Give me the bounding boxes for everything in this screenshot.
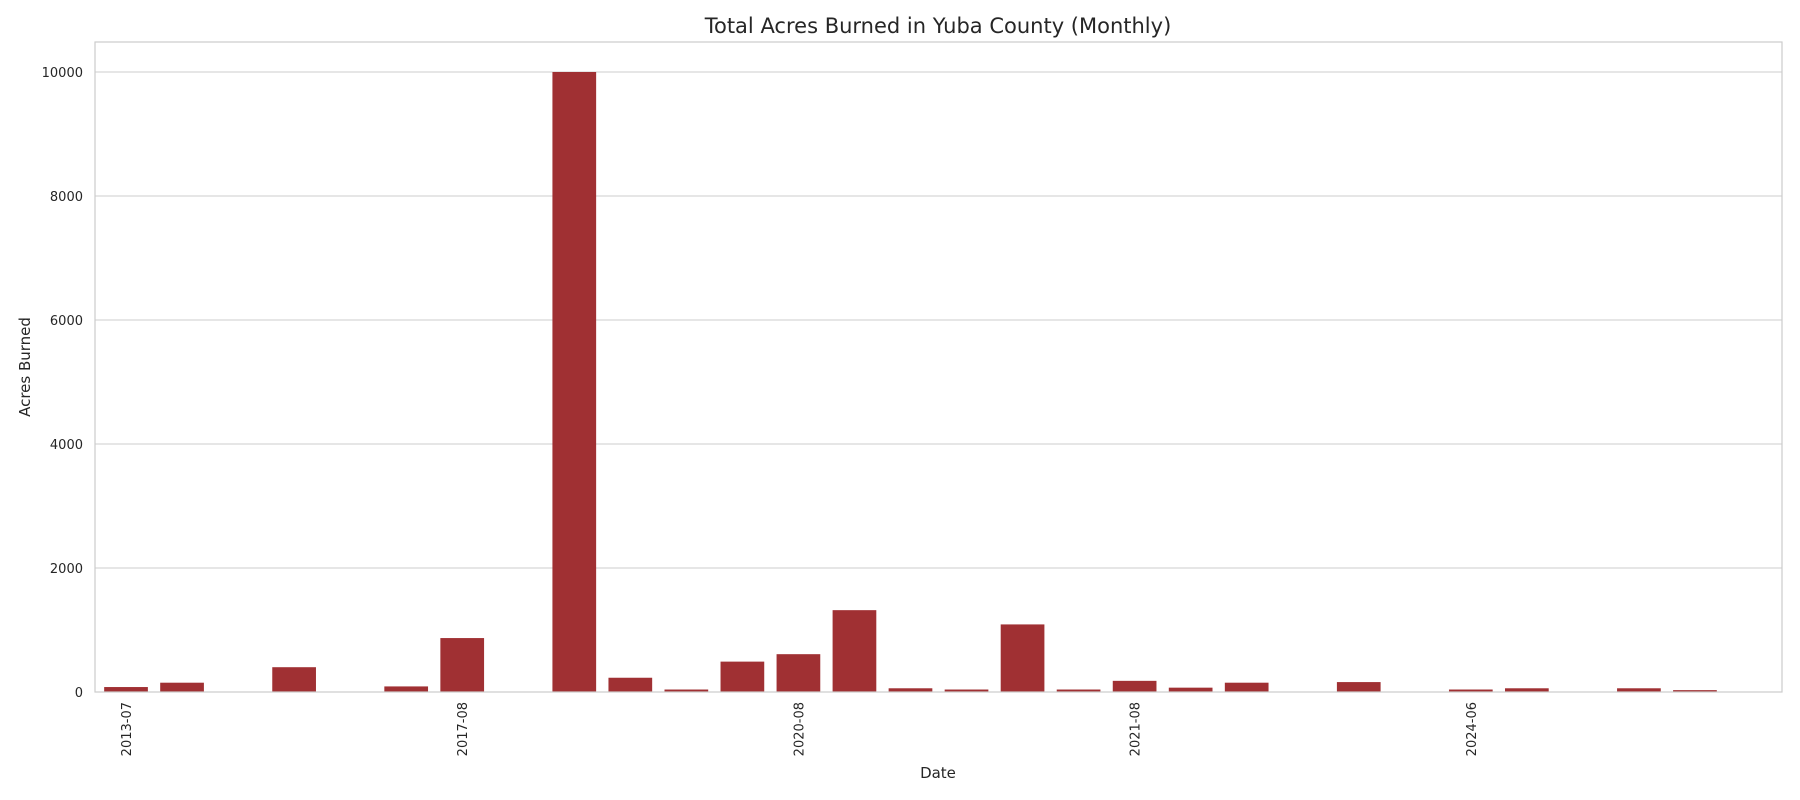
bar: [832, 610, 877, 692]
bar: [776, 654, 821, 692]
bars: [104, 72, 1717, 692]
x-tick-label: 2021-08: [1129, 702, 1144, 756]
plot-frame: [94, 41, 1783, 693]
bar: [608, 677, 653, 692]
y-tick-label: 10000: [42, 66, 83, 81]
bar: [1617, 688, 1661, 692]
bar: [1504, 688, 1549, 692]
bar: [1000, 624, 1045, 692]
y-tick-label: 0: [75, 686, 83, 701]
bar: [1224, 682, 1269, 692]
bar: [888, 688, 933, 692]
bar: [384, 686, 429, 692]
y-tick-label: 2000: [50, 562, 83, 577]
bar: [1448, 689, 1493, 692]
x-tick-label: 2017-08: [456, 702, 471, 756]
chart-title: Total Acres Burned in Yuba County (Month…: [704, 14, 1172, 38]
x-axis-ticks: 2013-07 2017-08 2020-08 2021-08 2024-06: [120, 702, 1480, 756]
bar: [720, 661, 765, 692]
y-axis-label: Acres Burned: [16, 317, 34, 417]
x-tick-label: 2013-07: [120, 702, 135, 756]
bar: [1336, 682, 1381, 692]
bar: [272, 667, 316, 692]
x-tick-label: 2024-06: [1465, 702, 1480, 756]
y-tick-label: 6000: [50, 314, 83, 329]
x-axis-label: Date: [920, 764, 956, 782]
bar: [664, 689, 709, 692]
y-axis-ticks: 0 2000 4000 6000 8000 10000: [42, 66, 83, 701]
gridlines: [95, 71, 1782, 693]
y-tick-label: 8000: [50, 190, 83, 205]
bar: [440, 638, 485, 692]
bar: [1168, 687, 1213, 692]
y-tick-label: 4000: [50, 438, 83, 453]
bar: [1112, 680, 1157, 692]
x-tick-label: 2020-08: [792, 702, 807, 756]
bar: [1056, 689, 1101, 692]
bar: [552, 72, 597, 692]
bar: [1673, 690, 1717, 692]
bar: [104, 687, 148, 692]
bar: [160, 682, 204, 692]
bar: [944, 689, 989, 692]
